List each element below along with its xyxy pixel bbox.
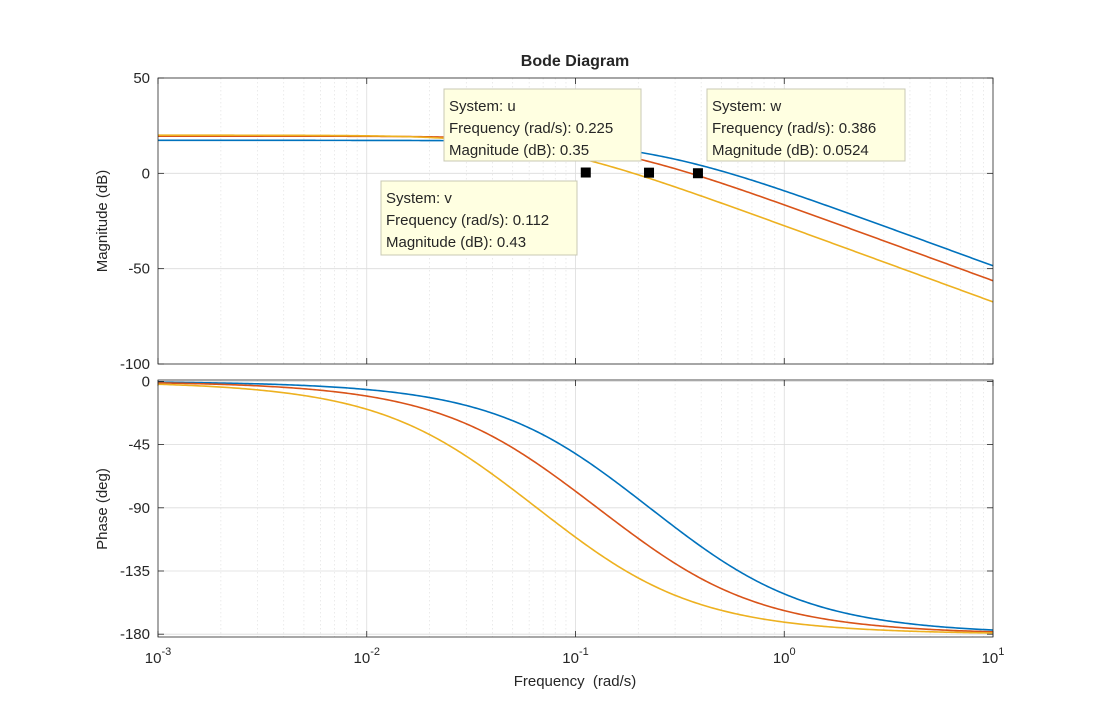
datatip-text: System: w [712, 98, 781, 115]
phase-axis-label: Phase (deg) [94, 468, 111, 550]
magnitude-tick-labels: 50 0 -50 -100 [120, 70, 150, 373]
x-axis-label: Frequency (rad/s) [514, 673, 637, 690]
datatip-text: Magnitude (dB): 0.43 [386, 234, 526, 251]
phase-ticks [157, 380, 994, 637]
datatip-marker[interactable] [644, 167, 655, 178]
datatip-text: Magnitude (dB): 0.0524 [712, 142, 869, 159]
chart-title: Bode Diagram [521, 53, 629, 70]
phase-minor-grid [220, 380, 984, 637]
datatip-box [706, 88, 906, 162]
y-tick-label: -45 [128, 437, 150, 454]
datatip-u[interactable]: System: u Frequency (rad/s): 0.225 Magnitu… [443, 88, 655, 178]
y-tick-label: -180 [120, 626, 150, 643]
y-tick-label: 0 [142, 165, 150, 182]
magnitude-ticks [157, 77, 994, 365]
datatip-w[interactable]: System: w Frequency (rad/s): 0.386 Magnitu… [692, 88, 906, 179]
x-tick-label: 101 [982, 646, 1005, 667]
datatip-marker[interactable] [580, 167, 591, 178]
phase-line-v [157, 383, 994, 634]
magnitude-axis-label: Magnitude (dB) [94, 170, 111, 273]
phase-curves [157, 381, 994, 634]
phase-tick-labels: 0 -45 -90 -135 -180 [120, 373, 150, 643]
phase-panel: 0 -45 -90 -135 -180 Phase (deg) [94, 373, 994, 643]
datatip-text: Frequency (rad/s): 0.386 [712, 120, 876, 137]
datatip-text: Magnitude (dB): 0.35 [449, 142, 589, 159]
datatip-text: Frequency (rad/s): 0.112 [386, 212, 549, 229]
datatip-marker[interactable] [692, 168, 703, 179]
y-tick-label: -100 [120, 356, 150, 373]
x-tick-label: 10-2 [354, 646, 380, 667]
x-tick-labels: 10-3 10-2 10-1 100 101 [145, 646, 1005, 667]
x-tick-label: 10-1 [562, 646, 588, 667]
datatip-text: Frequency (rad/s): 0.225 [449, 120, 613, 137]
y-tick-label: 50 [133, 70, 150, 87]
y-tick-label: -90 [128, 500, 150, 517]
datatip-box [443, 88, 642, 162]
datatip-text: System: u [449, 98, 516, 115]
y-tick-label: 0 [142, 373, 150, 390]
datatip-v[interactable]: System: v Frequency (rad/s): 0.112 Magnitu… [380, 167, 591, 256]
datatips: System: u Frequency (rad/s): 0.225 Magnitu… [380, 88, 906, 256]
datatip-text: System: v [386, 190, 452, 207]
datatip-box [380, 180, 578, 256]
phase-line-u [157, 382, 994, 633]
x-tick-label: 100 [773, 646, 796, 667]
phase-line-w [157, 381, 994, 631]
y-tick-label: -135 [120, 563, 150, 580]
x-tick-label: 10-3 [145, 646, 171, 667]
y-tick-label: -50 [128, 261, 150, 278]
